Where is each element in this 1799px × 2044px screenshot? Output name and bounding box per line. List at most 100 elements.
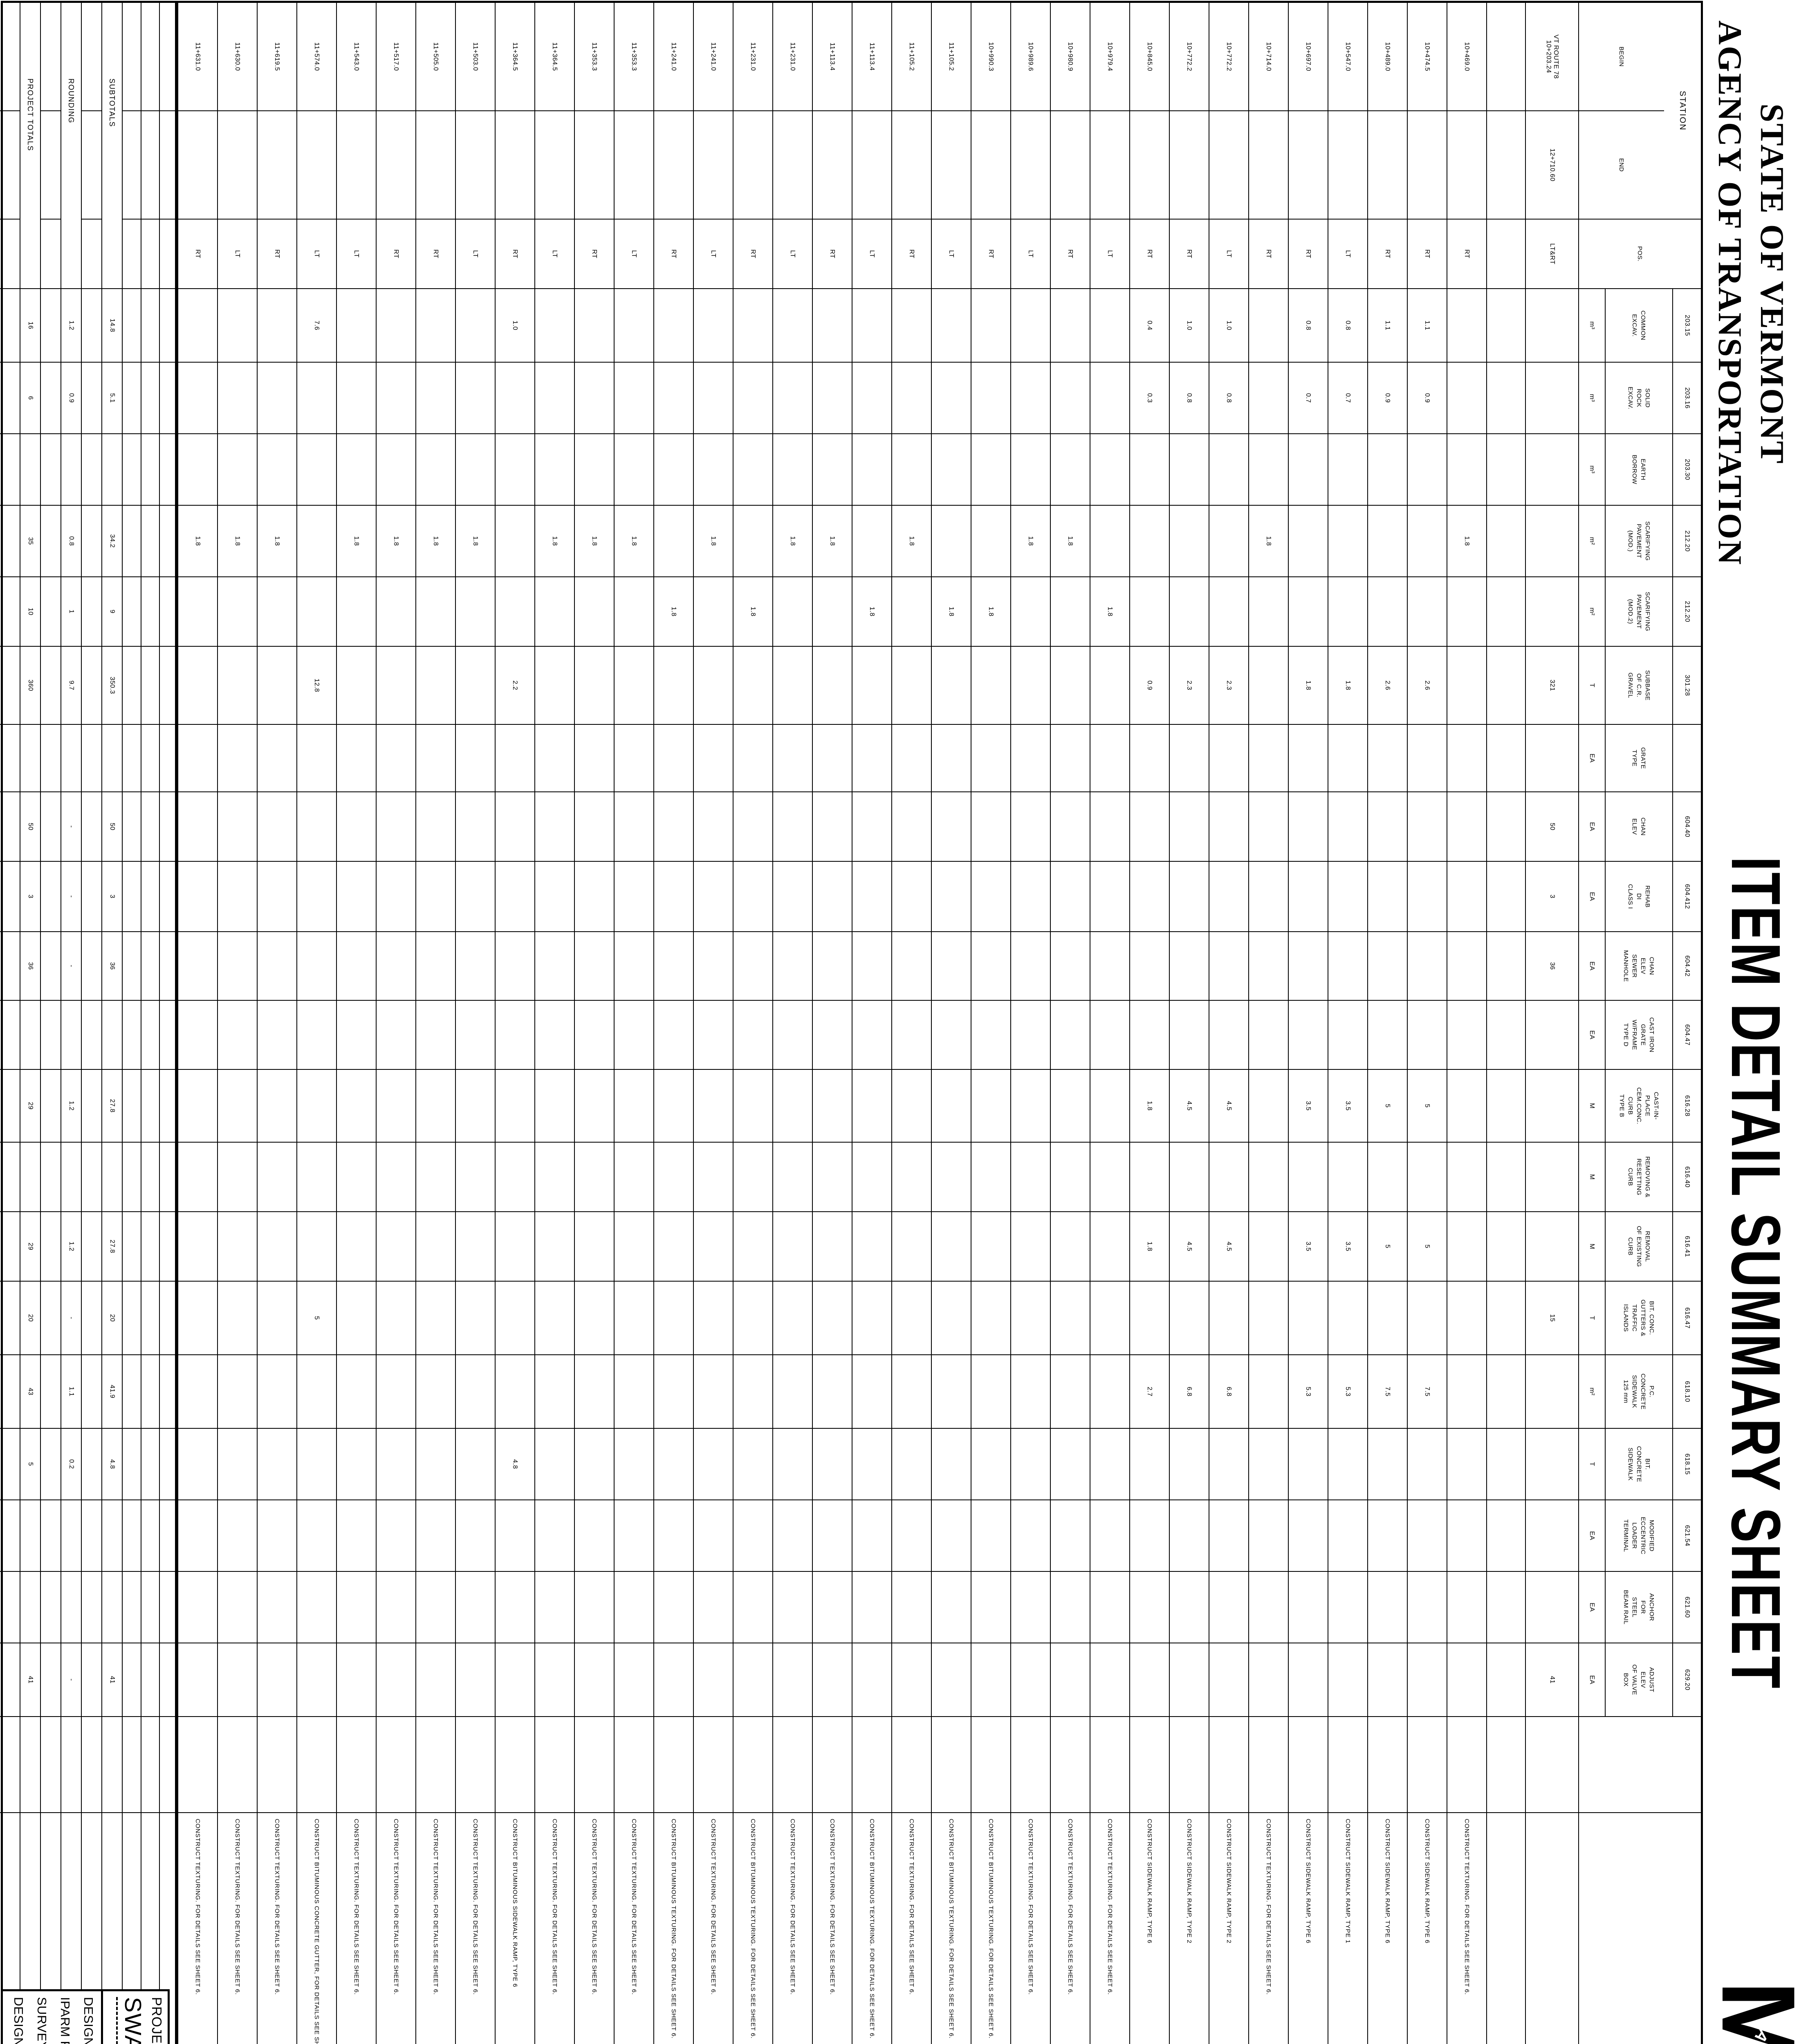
- qty-cell: [376, 725, 415, 792]
- qty-cell: [217, 1500, 257, 1572]
- qty-cell: [772, 792, 812, 862]
- qty-cell: [931, 1717, 971, 1813]
- station-end-cell: 12+710.60: [1525, 111, 1578, 220]
- qty-cell: [1407, 1282, 1447, 1355]
- qty-cell: [971, 363, 1010, 434]
- qty-cell: [415, 1212, 455, 1282]
- qty-cell: [931, 1001, 971, 1070]
- qty-cell: [336, 1643, 376, 1717]
- qty-cell: 1.8: [455, 506, 495, 577]
- qty-cell: [1129, 932, 1169, 1001]
- qty-cell: [931, 1070, 971, 1143]
- spacer-cell: [40, 1282, 61, 1355]
- qty-cell: [693, 1500, 733, 1572]
- qty-cell: [1407, 932, 1447, 1001]
- spacer-cell: [159, 577, 177, 647]
- tottotals-qty-cell: 360: [20, 647, 40, 725]
- spacer-cell: [141, 932, 159, 1001]
- station-end-cell: [217, 111, 257, 220]
- spacer-cell: [0, 111, 20, 220]
- station-end-cell: [257, 111, 296, 220]
- spacer-cell: [159, 111, 177, 220]
- qty-cell: [852, 1282, 891, 1355]
- qty-cell: [1328, 1001, 1367, 1070]
- qty-cell: [1129, 725, 1169, 792]
- qty-cell: [1010, 1001, 1050, 1070]
- station-begin-cell: 10+990.3: [971, 3, 1010, 111]
- qty-cell: [772, 932, 812, 1001]
- qty-cell: [574, 1282, 614, 1355]
- spacer-cell: [40, 289, 61, 363]
- spacer-cell: [81, 220, 101, 289]
- qty-cell: [574, 577, 614, 647]
- qty-cell: [296, 1070, 336, 1143]
- item-unit-header: EA: [1578, 1572, 1605, 1643]
- item-number-header: 618.15: [1672, 1429, 1701, 1500]
- qty-cell: [376, 434, 415, 506]
- qty-cell: [1209, 932, 1248, 1001]
- qty-cell: [415, 577, 455, 647]
- qty-cell: [1288, 1429, 1328, 1500]
- spacer-cell: [0, 1500, 20, 1572]
- spacer-cell: [141, 1070, 159, 1143]
- qty-cell: [376, 1282, 415, 1355]
- qty-cell: [217, 1282, 257, 1355]
- qty-cell: [812, 1572, 852, 1643]
- qty-cell: [812, 725, 852, 792]
- item-desc-header: SUBBASE OF C.R. GRAVEL: [1605, 647, 1672, 725]
- qty-cell: [415, 1572, 455, 1643]
- remark-cell: CONSTRUCT SIDEWALK RAMP, TYPE 6: [1288, 1813, 1328, 2044]
- qty-cell: [1328, 932, 1367, 1001]
- qty-cell: [931, 434, 971, 506]
- qty-cell: [495, 1001, 534, 1070]
- qty-cell: [376, 932, 415, 1001]
- qty-cell: [455, 1143, 495, 1212]
- remark-cell: QUANTITIES FOR USE AS DIRECTED BY THE EN…: [1525, 1813, 1578, 2044]
- qty-cell: [1090, 1429, 1129, 1500]
- qty-cell: [1050, 1282, 1090, 1355]
- pos-cell: LT: [1090, 220, 1129, 289]
- qty-cell: [1328, 577, 1367, 647]
- qty-cell: [1050, 434, 1090, 506]
- qty-cell: [257, 577, 296, 647]
- roundtotals-qty-cell: 1: [61, 577, 81, 647]
- qty-cell: [614, 1212, 653, 1282]
- qty-cell: [733, 1500, 772, 1572]
- tottotals-qty-cell: 35: [20, 506, 40, 577]
- qty-cell: [614, 932, 653, 1001]
- qty-cell: [376, 1143, 415, 1212]
- qty-cell: [1447, 289, 1486, 363]
- pos-cell: LT: [217, 220, 257, 289]
- station-begin-cell: 10+979.4: [1090, 3, 1129, 111]
- qty-cell: [495, 1212, 534, 1282]
- qty-cell: [1090, 363, 1129, 434]
- spacer-cell: [0, 932, 20, 1001]
- qty-cell: [495, 1572, 534, 1643]
- station-begin-cell: 10+845.0: [1129, 3, 1169, 111]
- qty-cell: [1486, 647, 1525, 725]
- qty-cell: [1169, 792, 1209, 862]
- qty-cell: [1209, 506, 1248, 577]
- qty-cell: [1288, 1143, 1328, 1212]
- qty-cell: [415, 792, 455, 862]
- qty-cell: 4.8: [495, 1429, 534, 1500]
- qty-cell: [455, 725, 495, 792]
- qty-cell: [455, 289, 495, 363]
- qty-cell: [1090, 792, 1129, 862]
- spacer-cell: [0, 1717, 20, 1813]
- qty-cell: [1407, 1643, 1447, 1717]
- pos-cell: RT: [574, 220, 614, 289]
- qty-cell: 7.5: [1367, 1355, 1407, 1429]
- qty-cell: [891, 932, 931, 1001]
- spacer-cell: [81, 647, 101, 725]
- qty-cell: [1248, 1282, 1288, 1355]
- spacer-cell: [122, 862, 141, 932]
- pos-cell: LT: [455, 220, 495, 289]
- tottotals-qty-cell: [20, 434, 40, 506]
- qty-cell: [1407, 1001, 1447, 1070]
- qty-cell: [1525, 1500, 1578, 1572]
- spacer-cell: [141, 289, 159, 363]
- subtotals-qty-cell: 41: [101, 1643, 122, 1717]
- subtotals-qty-cell: 50: [101, 792, 122, 862]
- remark-cell: CONSTRUCT TEXTURING. FOR DETAILS SEE SHE…: [217, 1813, 257, 2044]
